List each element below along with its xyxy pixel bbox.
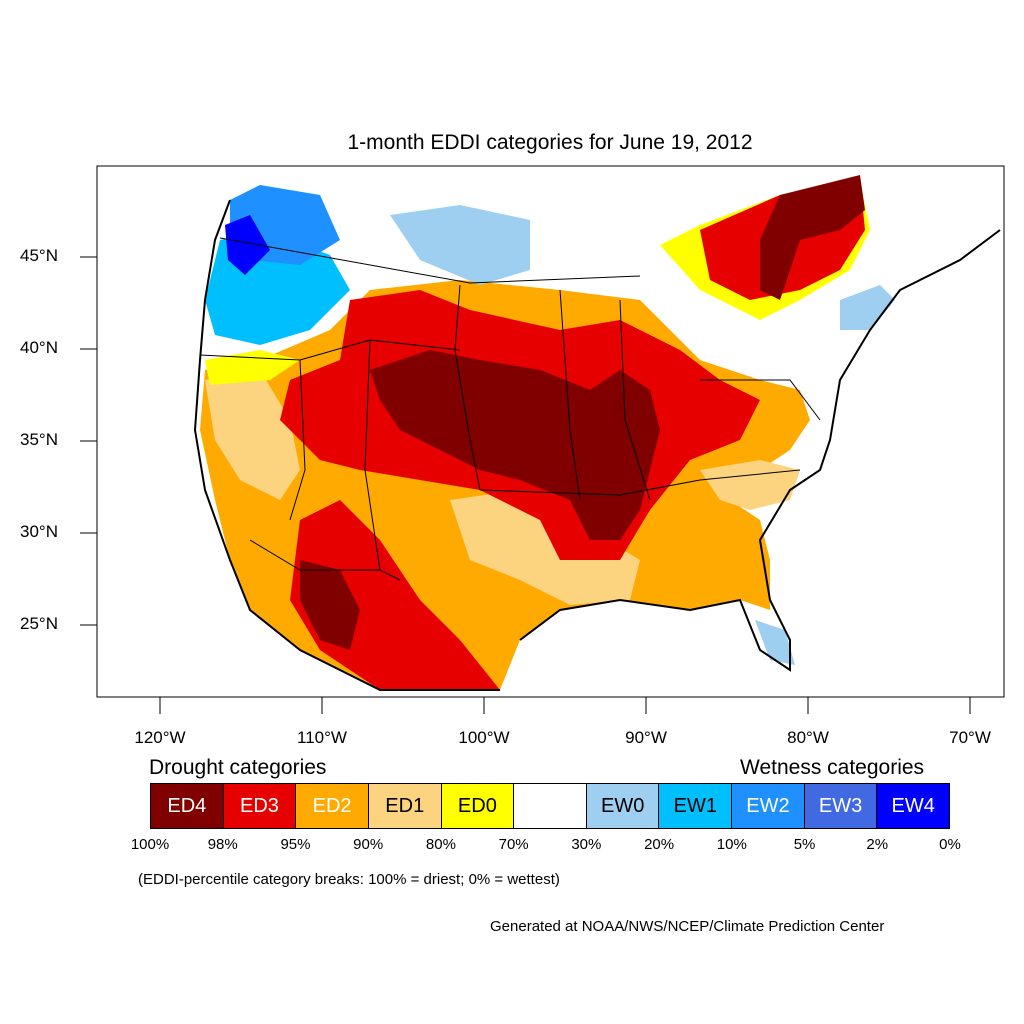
- legend-swatch: EW2: [732, 784, 805, 828]
- break-label: 30%: [571, 836, 602, 853]
- break-label: 0%: [939, 836, 961, 853]
- legend-swatch: ED3: [223, 784, 297, 828]
- legend-note: (EDDI-percentile category breaks: 100% =…: [138, 871, 560, 888]
- lat-label: 35°N: [20, 430, 58, 449]
- break-label: 98%: [207, 836, 238, 853]
- ed1-south: [450, 490, 640, 605]
- lon-label: 90°W: [625, 728, 667, 747]
- category-legend: ED4 ED3 ED2 ED1 ED0 EW0 EW1 EW2 EW3 EW4: [150, 783, 950, 829]
- lat-label: 30°N: [20, 522, 58, 541]
- coastline: [193, 199, 1001, 691]
- ed4-northeast: [760, 175, 865, 300]
- map-title: 1-month EDDI categories for June 19, 201…: [347, 131, 753, 154]
- legend-swatch: EW1: [659, 784, 733, 828]
- wetness-heading: Wetness categories: [740, 756, 925, 779]
- ew4-washington: [225, 215, 270, 275]
- legend-swatch: ED1: [368, 784, 442, 828]
- credit-line: Generated at NOAA/NWS/NCEP/Climate Predi…: [490, 918, 885, 935]
- lon-label: 110°W: [297, 728, 347, 747]
- lon-label: 120°W: [134, 728, 186, 747]
- legend-swatch: EW0: [586, 784, 660, 828]
- break-label: 95%: [280, 836, 311, 853]
- drought-heading: Drought categories: [149, 756, 327, 779]
- legend-swatch: EW3: [804, 784, 878, 828]
- ew0-northeast: [840, 285, 895, 330]
- lat-label: 40°N: [20, 338, 58, 357]
- lon-label: 100°W: [458, 728, 510, 747]
- lat-label: 45°N: [20, 246, 58, 265]
- legend-swatch: ED4: [151, 784, 224, 828]
- break-label: 90%: [353, 836, 384, 853]
- ed4-southwest: [300, 560, 360, 650]
- lon-label: 70°W: [949, 728, 991, 747]
- ed1-west: [205, 370, 300, 500]
- legend-swatch: [514, 784, 587, 828]
- ew0-north: [390, 205, 530, 285]
- map-content: [193, 175, 1001, 691]
- break-label: 100%: [130, 836, 170, 853]
- break-label: 80%: [425, 836, 456, 853]
- break-label: 2%: [866, 836, 889, 853]
- ed4-plains: [370, 350, 660, 540]
- state-boundaries: [199, 237, 821, 581]
- lat-label: 25°N: [20, 614, 58, 633]
- break-label: 5%: [793, 836, 816, 853]
- legend-swatch: ED2: [296, 784, 369, 828]
- break-label: 20%: [644, 836, 675, 853]
- legend-swatch: ED0: [441, 784, 515, 828]
- legend-swatch: EW4: [877, 784, 950, 828]
- lon-label: 80°W: [787, 728, 829, 747]
- break-label: 70%: [498, 836, 529, 853]
- map-frame: [96, 165, 1005, 698]
- break-label: 10%: [716, 836, 747, 853]
